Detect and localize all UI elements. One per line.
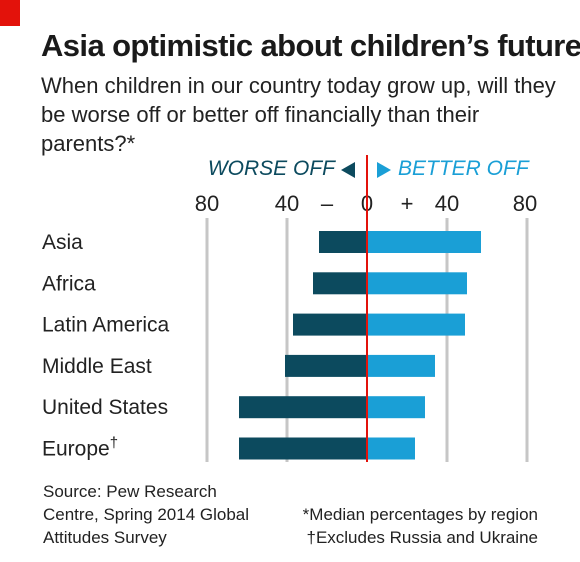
- category-label: Europe†: [42, 435, 118, 461]
- brand-tag: [0, 0, 20, 26]
- legend-better-off: BETTER OFF: [398, 157, 530, 180]
- right-arrow-icon: [377, 162, 391, 178]
- bar-worse-off: [319, 231, 367, 253]
- tick-label: 80: [513, 191, 537, 216]
- tick-label: 80: [195, 191, 219, 216]
- bar-worse-off: [239, 396, 367, 419]
- left-arrow-icon: [341, 162, 355, 178]
- bar-better-off: [367, 354, 435, 377]
- source-note: Source: Pew Research Centre, Spring 2014…: [43, 482, 250, 547]
- category-label: United States: [42, 396, 168, 419]
- bar-better-off: [367, 231, 481, 253]
- bar-better-off: [367, 437, 415, 460]
- category-label: Middle East: [42, 355, 152, 378]
- tick-label: –: [321, 191, 334, 216]
- category-label: Africa: [42, 272, 96, 295]
- category-label: Asia: [42, 231, 83, 254]
- category-labels: Asia Africa Latin America Middle East United…: [42, 231, 170, 461]
- bar-worse-off: [239, 437, 367, 460]
- bar-worse-off: [313, 272, 367, 295]
- legend-worse-off: WORSE OFF: [208, 157, 336, 180]
- footnotes: *Median percentages by region †Excludes …: [303, 503, 538, 549]
- chart-title: Asia optimistic about children’s futures: [41, 28, 580, 63]
- bar-better-off: [367, 313, 465, 336]
- footnote-europe: †Excludes Russia and Ukraine: [306, 528, 538, 547]
- bars: [239, 231, 481, 460]
- tick-label: 40: [275, 191, 299, 216]
- tick-label: +: [401, 191, 414, 216]
- footnote-median: *Median percentages by region: [302, 505, 538, 524]
- gridlines: [205, 218, 529, 462]
- bar-worse-off: [285, 354, 367, 377]
- category-label: Latin America: [42, 314, 170, 337]
- chart-subtitle: When children in our country today grow …: [41, 73, 556, 156]
- legend: WORSE OFF BETTER OFF: [208, 157, 530, 180]
- tick-label: 40: [435, 191, 459, 216]
- bar-better-off: [367, 272, 467, 295]
- bar-worse-off: [293, 313, 367, 336]
- bar-better-off: [367, 396, 425, 419]
- category-footnote-mark: †: [110, 435, 118, 452]
